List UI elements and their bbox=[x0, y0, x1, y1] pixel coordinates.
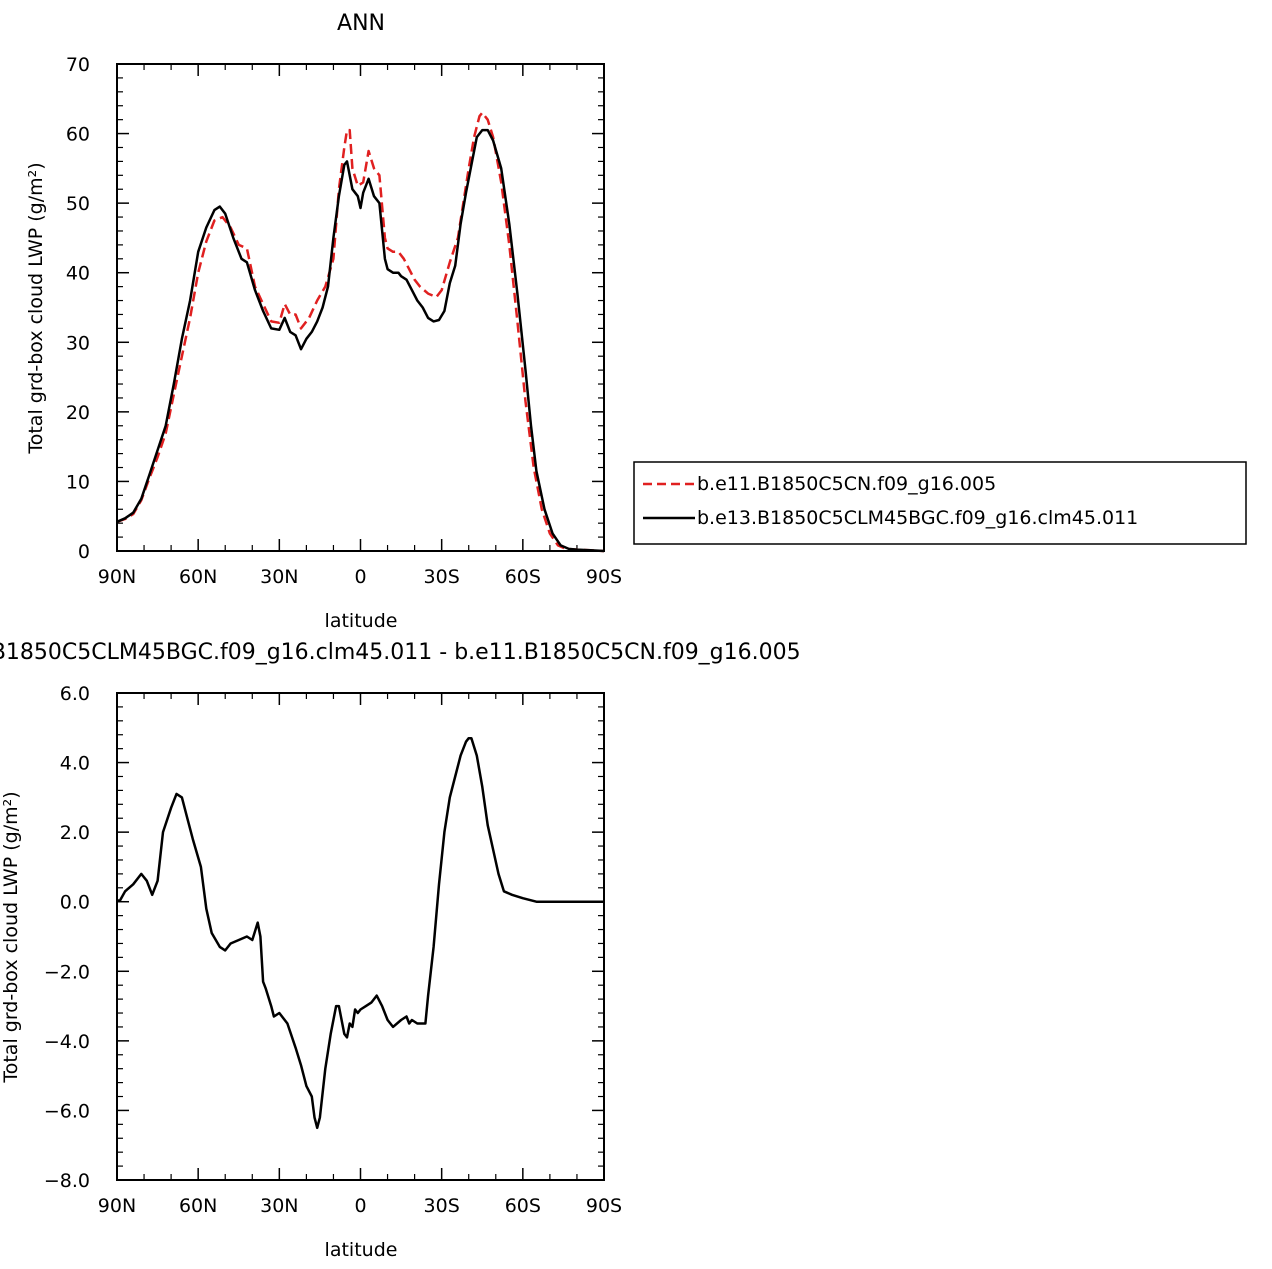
legend-label-series-1: b.e11.B1850C5CN.f09_g16.005 bbox=[697, 473, 996, 495]
bottom-x-tick-label: 60S bbox=[505, 1195, 541, 1217]
top-series-lines bbox=[116, 111, 605, 553]
top-y-axis-label: Total grd-box cloud LWP (g/m²) bbox=[25, 162, 47, 454]
top-y-tick-label: 0 bbox=[78, 541, 90, 563]
bottom-y-tick-label: 6.0 bbox=[60, 683, 90, 705]
legend-label-series-2: b.e13.B1850C5CLM45BGC.f09_g16.clm45.011 bbox=[697, 507, 1138, 529]
bottom-axis-ticks: 90N 60N 30N 0 30S 60S 90S −8.0 −6.0 −4.0 −2.0 0.0 2.… bbox=[44, 683, 622, 1217]
top-x-tick-label: 0 bbox=[354, 566, 366, 588]
top-chart-title: ANN bbox=[337, 11, 385, 36]
bottom-chart-title: b.e13.B1850C5CLM45BGC.f09_g16.clm45.011 … bbox=[0, 640, 801, 665]
top-x-tick-label: 30S bbox=[424, 566, 460, 588]
top-axis-ticks: 90N 60N 30N 0 30S 60S 90S 0 10 20 30 40 50 60 70 bbox=[66, 54, 622, 588]
top-y-tick-label: 40 bbox=[66, 263, 90, 285]
bottom-x-tick-label: 90S bbox=[586, 1195, 622, 1217]
top-x-tick-label: 60S bbox=[505, 566, 541, 588]
top-x-tick-label: 90S bbox=[586, 566, 622, 588]
top-series-line-1 bbox=[116, 111, 605, 553]
bottom-y-tick-label: 4.0 bbox=[60, 753, 90, 775]
bottom-series-line-1 bbox=[116, 736, 604, 1130]
bottom-y-tick-label: 0.0 bbox=[60, 892, 90, 914]
top-y-tick-label: 30 bbox=[66, 332, 90, 354]
bottom-y-tick-label: −8.0 bbox=[44, 1170, 90, 1192]
bottom-x-axis-label: latitude bbox=[325, 1239, 398, 1261]
bottom-panel: b.e13.B1850C5CLM45BGC.f09_g16.clm45.011 … bbox=[0, 640, 801, 1261]
top-plot-frame bbox=[116, 63, 605, 552]
bottom-x-tick-label: 60N bbox=[179, 1195, 217, 1217]
bottom-x-tick-label: 0 bbox=[354, 1195, 366, 1217]
legend: b.e11.B1850C5CN.f09_g16.005 b.e13.B1850C… bbox=[633, 461, 1247, 545]
top-x-tick-label: 60N bbox=[179, 566, 217, 588]
top-y-tick-label: 10 bbox=[66, 471, 90, 493]
top-x-tick-label: 30N bbox=[260, 566, 298, 588]
top-y-tick-label: 60 bbox=[66, 124, 90, 146]
bottom-y-tick-label: −2.0 bbox=[44, 961, 90, 983]
bottom-y-tick-label: −4.0 bbox=[44, 1031, 90, 1053]
bottom-plot-frame bbox=[116, 692, 605, 1181]
top-y-tick-label: 70 bbox=[66, 54, 90, 76]
top-series-line-2 bbox=[116, 128, 605, 553]
legend-box bbox=[633, 461, 1247, 545]
bottom-series-lines bbox=[116, 736, 604, 1130]
bottom-y-tick-label: 2.0 bbox=[60, 822, 90, 844]
top-x-tick-label: 90N bbox=[98, 566, 136, 588]
top-y-tick-label: 20 bbox=[66, 402, 90, 424]
top-y-tick-label: 50 bbox=[66, 193, 90, 215]
top-panel: ANN 90N 60N 30N 0 30S 60S 90S 0 10 20 30 40 50 60 70 l… bbox=[25, 11, 1247, 632]
bottom-x-tick-label: 30N bbox=[260, 1195, 298, 1217]
bottom-x-tick-label: 90N bbox=[98, 1195, 136, 1217]
bottom-y-tick-label: −6.0 bbox=[44, 1100, 90, 1122]
bottom-y-axis-label: Total grd-box cloud LWP (g/m²) bbox=[0, 791, 22, 1083]
bottom-x-tick-label: 30S bbox=[424, 1195, 460, 1217]
top-x-axis-label: latitude bbox=[325, 610, 398, 632]
